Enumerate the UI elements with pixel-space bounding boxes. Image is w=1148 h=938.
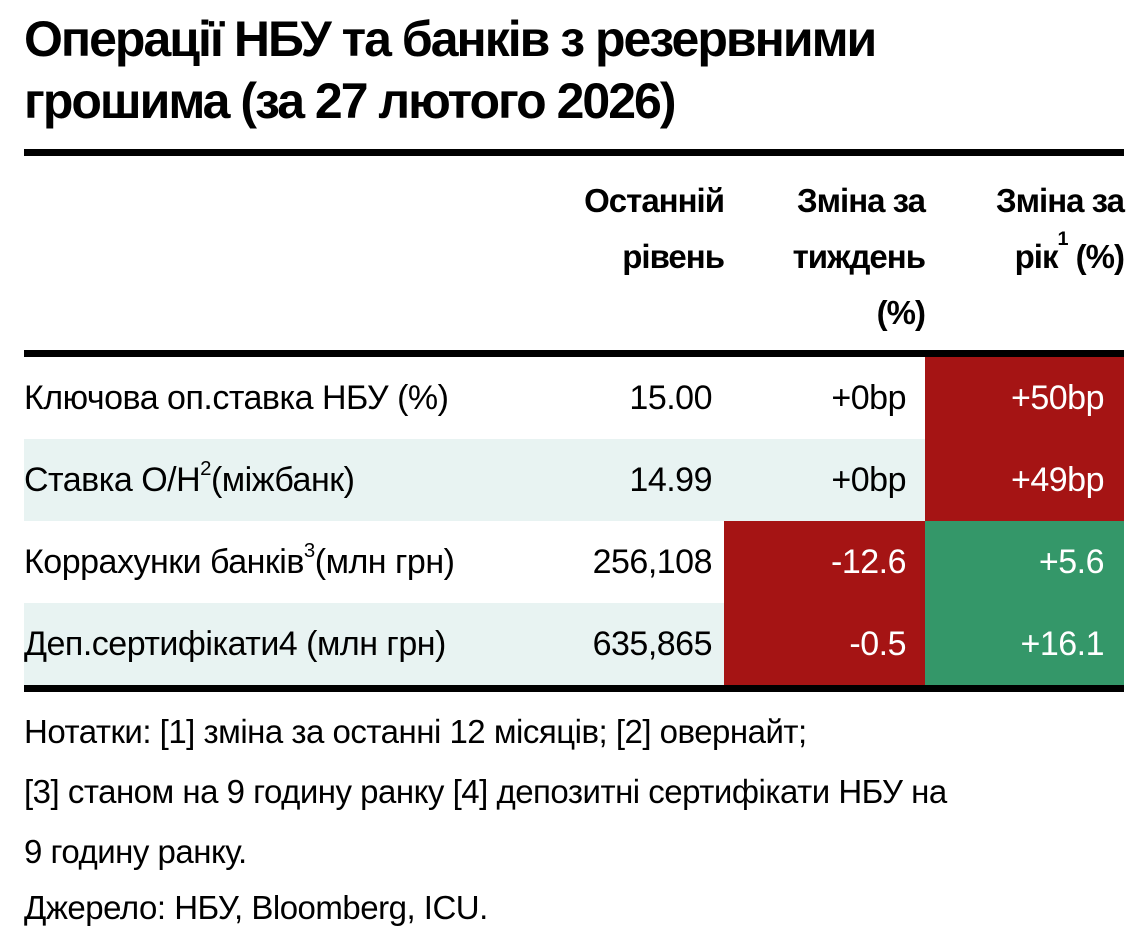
page-title: Операції НБУ та банків з резервними грош… xyxy=(24,8,1124,132)
cell-week-change: +0bp xyxy=(831,378,906,417)
source-line: Джерело: НБУ, Bloomberg, ICU. xyxy=(24,889,488,926)
col-header-week-change: Зміна за тиждень (%) xyxy=(792,182,926,331)
table-row-overnight-rate: Ставка О/Н 2 (міжбанк) 14.99 +0bp +49bp xyxy=(24,439,1124,521)
footnote-line: 9 годину ранку. xyxy=(24,833,247,870)
cell-year-change: +5.6 xyxy=(925,521,1124,603)
cell-week-change: -0.5 xyxy=(724,603,925,685)
footnote-ref-1: 1 xyxy=(1057,228,1068,251)
cell-row-label: Деп.сертифікати4 (млн грн) xyxy=(24,603,524,685)
page-title-line2: грошима (за 27 лютого 2026) xyxy=(24,73,676,129)
cell-year-change: +49bp xyxy=(925,439,1124,521)
cell-level: 635,865 xyxy=(524,603,724,685)
col-header-spacer xyxy=(24,157,524,350)
page-title-line1: Операції НБУ та банків з резервними xyxy=(24,11,877,67)
table-row-key-rate: Ключова оп.ставка НБУ (%) 15.00 +0bp +50… xyxy=(24,357,1124,439)
cell-level: 14.99 xyxy=(524,439,724,521)
table-body: Ключова оп.ставка НБУ (%) 15.00 +0bp +50… xyxy=(24,357,1124,685)
cell-week-change: +0bp xyxy=(724,439,925,521)
divider-top xyxy=(24,149,1124,156)
cell-year-change: +50bp xyxy=(925,357,1124,439)
cell-level: 15.00 xyxy=(629,378,712,417)
table-header-row: Останній рівень Зміна за тиждень (%) Змі… xyxy=(24,157,1125,350)
cell-row-label: Коррахунки банків 3 (млн грн) xyxy=(24,539,455,581)
cell-row-label: Ключова оп.ставка НБУ (%) xyxy=(24,378,449,417)
divider-bottom xyxy=(24,685,1124,692)
divider-header xyxy=(24,350,1124,357)
table-row-deposit-certificates: Деп.сертифікати4 (млн грн) 635,865 -0.5 … xyxy=(24,603,1124,685)
table-row-corr-accounts: Коррахунки банків 3 (млн грн) 256,108 -12… xyxy=(24,521,1124,603)
cell-week-change: -12.6 xyxy=(724,521,925,603)
cell-level: 256,108 xyxy=(592,542,713,581)
footnote-line: Нотатки: [1] зміна за останні 12 місяців… xyxy=(24,713,807,750)
cell-year-change: +16.1 xyxy=(925,603,1124,685)
cell-row-label: Ставка О/Н 2 (міжбанк) xyxy=(24,439,524,521)
footnote-line: [3] станом на 9 годину ранку [4] депозит… xyxy=(24,773,947,810)
col-header-level: Останній рівень xyxy=(584,182,725,275)
footnotes: Нотатки: [1] зміна за останні 12 місяців… xyxy=(24,702,1132,882)
col-header-year-change: Зміна за рік1 (%) xyxy=(995,182,1125,275)
